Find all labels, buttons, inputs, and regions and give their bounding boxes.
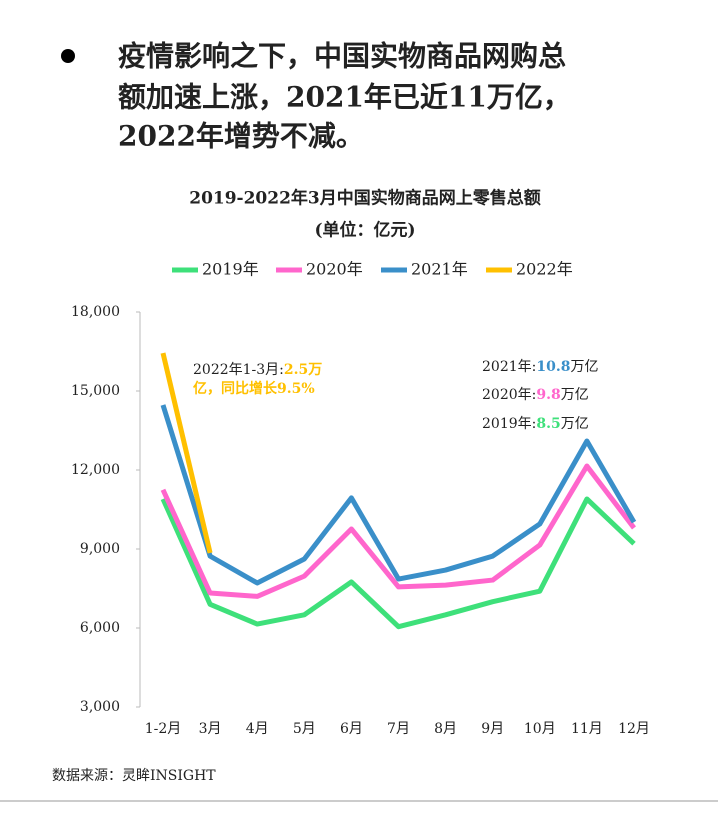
x-tick-label: 8月 (434, 721, 457, 737)
y-tick-label: 9,000 (80, 541, 120, 557)
annotation-part: 2019年: (482, 416, 536, 432)
annotation-part: 9.8 (536, 387, 560, 403)
y-tick-label: 12,000 (71, 462, 120, 478)
x-tick-label: 1-2月 (145, 721, 182, 737)
x-tick-label: 11月 (571, 721, 603, 737)
bullet (61, 49, 75, 63)
series-line (160, 496, 636, 630)
annotation-part: 万亿 (570, 359, 598, 375)
x-tick-label: 5月 (293, 721, 316, 737)
series-line (160, 404, 637, 586)
x-tick-label: 6月 (340, 721, 363, 737)
source: 数据来源：灵眸INSIGHT (52, 767, 216, 784)
annotation: 2022年1-3月:2.5万 (193, 362, 322, 378)
bullet-text: 2022年增势不减。 (118, 120, 364, 153)
y-tick-label: 3,000 (80, 699, 120, 715)
annotation-part: 2022年1-3月: (193, 362, 284, 378)
x-tick-label: 4月 (246, 721, 269, 737)
chart-subtitle: (单位：亿元) (314, 220, 415, 241)
annotation: 亿，同比增长9.5% (193, 380, 315, 397)
series-line (160, 463, 636, 599)
x-tick-label: 9月 (481, 721, 504, 737)
series-line (160, 352, 213, 554)
annotation-part: 亿，同比增长9.5% (193, 380, 315, 397)
x-tick-label: 7月 (387, 721, 410, 737)
y-tick-label: 6,000 (80, 620, 120, 636)
y-tick-label: 18,000 (71, 304, 120, 320)
bullet-text: 疫情影响之下，中国实物商品网购总 (118, 40, 566, 73)
legend-label: 2022年 (516, 260, 573, 279)
annotation-part: 10.8 (536, 359, 570, 375)
legend-label: 2019年 (202, 260, 259, 279)
y-tick-label: 15,000 (71, 383, 120, 399)
annotation: 2019年:8.5万亿 (482, 416, 589, 432)
annotation-part: 2020年: (482, 387, 536, 403)
annotation-part: 万亿 (561, 416, 589, 432)
annotation-part: 2021年: (482, 359, 536, 375)
x-tick-label: 10月 (524, 721, 556, 737)
annotation-part: 2.5万 (284, 362, 322, 378)
annotation: 2021年:10.8万亿 (482, 359, 598, 375)
chart-title: 2019-2022年3月中国实物商品网上零售总额 (189, 188, 541, 209)
bullet-text: 额加速上涨，2021年已近11万亿， (118, 81, 571, 114)
x-tick-label: 12月 (618, 721, 650, 737)
annotation: 2020年:9.8万亿 (482, 387, 589, 403)
annotation-part: 8.5 (536, 416, 560, 432)
legend-label: 2020年 (306, 260, 363, 279)
legend-label: 2021年 (411, 260, 468, 279)
x-tick-label: 3月 (199, 721, 222, 737)
annotation-part: 万亿 (561, 387, 589, 403)
